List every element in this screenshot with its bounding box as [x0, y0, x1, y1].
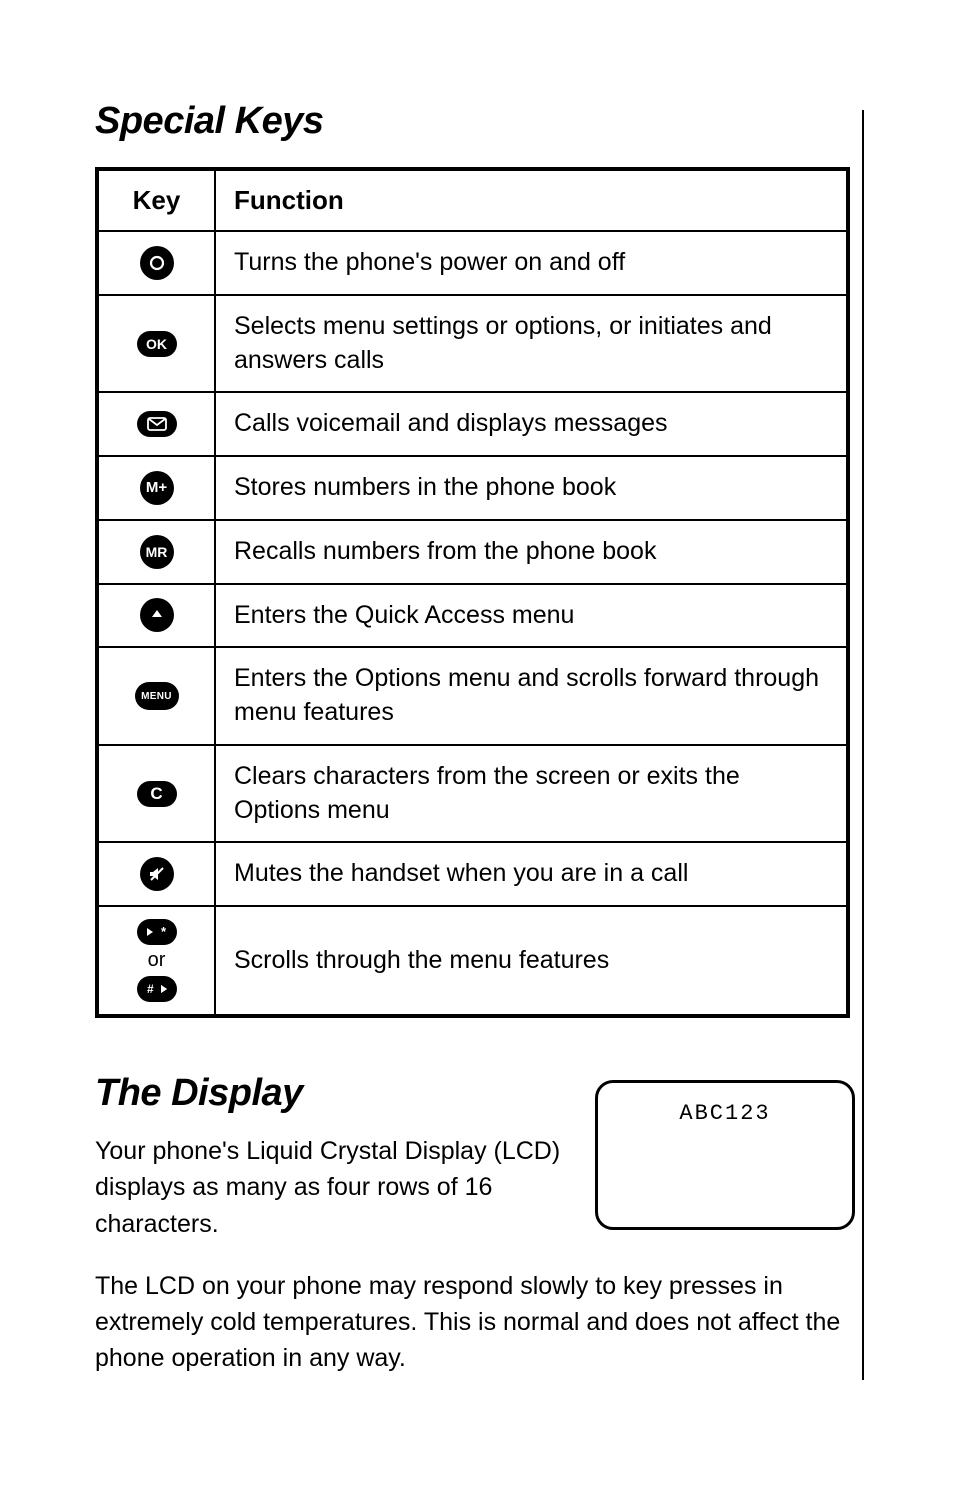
m-plus-icon: M+ [140, 471, 174, 505]
table-row: MR Recalls numbers from the phone book [97, 520, 848, 584]
table-header-row: Key Function [97, 169, 848, 231]
c-icon: C [137, 781, 177, 807]
func-cell: Recalls numbers from the phone book [215, 520, 848, 584]
display-cold-note: The LCD on your phone may respond slowly… [95, 1268, 855, 1377]
table-row: Enters the Quick Access menu [97, 584, 848, 648]
menu-icon: MENU [135, 682, 179, 710]
table-row: OK Selects menu settings or options, or … [97, 295, 848, 393]
key-cell: M+ [97, 456, 215, 520]
func-cell: Selects menu settings or options, or ini… [215, 295, 848, 393]
heading-special-keys: Special Keys [95, 100, 859, 143]
key-cell: MR [97, 520, 215, 584]
table-row: Turns the phone's power on and off [97, 231, 848, 295]
func-cell: Turns the phone's power on and off [215, 231, 848, 295]
power-icon [140, 246, 174, 280]
mute-icon [140, 857, 174, 891]
func-cell: Mutes the handset when you are in a call [215, 842, 848, 906]
func-cell: Clears characters from the screen or exi… [215, 745, 848, 843]
mr-icon: MR [140, 535, 174, 569]
heading-the-display: The Display [95, 1072, 565, 1115]
key-cell: OK [97, 295, 215, 393]
svg-text:#: # [147, 982, 154, 996]
func-cell: Enters the Options menu and scrolls forw… [215, 647, 848, 745]
key-cell: * or # [97, 906, 215, 1016]
page: Special Keys Key Function Turns the phon… [0, 0, 954, 1493]
th-key: Key [97, 169, 215, 231]
right-margin-rule [862, 110, 864, 1380]
svg-text:*: * [161, 925, 167, 939]
table-row: * or # Scrolls through the menu features [97, 906, 848, 1016]
key-cell [97, 231, 215, 295]
scroll-keys-stack: * or # [137, 919, 177, 1002]
key-cell [97, 392, 215, 456]
display-intro-text: Your phone's Liquid Crystal Display (LCD… [95, 1133, 565, 1242]
func-cell: Scrolls through the menu features [215, 906, 848, 1016]
ok-icon: OK [137, 331, 177, 357]
or-label: or [148, 949, 166, 972]
func-cell: Enters the Quick Access menu [215, 584, 848, 648]
table-row: MENU Enters the Options menu and scrolls… [97, 647, 848, 745]
display-section: The Display Your phone's Liquid Crystal … [95, 1072, 855, 1242]
table-row: M+ Stores numbers in the phone book [97, 456, 848, 520]
hash-right-icon: # [137, 976, 177, 1002]
lcd-box: ABC123 [595, 1080, 855, 1230]
left-star-icon: * [137, 919, 177, 945]
func-cell: Stores numbers in the phone book [215, 456, 848, 520]
th-function: Function [215, 169, 848, 231]
key-cell [97, 584, 215, 648]
key-cell [97, 842, 215, 906]
table-row: C Clears characters from the screen or e… [97, 745, 848, 843]
key-cell: MENU [97, 647, 215, 745]
up-arrow-icon [140, 598, 174, 632]
lcd-sample-text: ABC123 [679, 1101, 770, 1126]
func-cell: Calls voicemail and displays messages [215, 392, 848, 456]
special-keys-table: Key Function Turns the phone's power on … [95, 167, 850, 1018]
key-cell: C [97, 745, 215, 843]
table-row: Calls voicemail and displays messages [97, 392, 848, 456]
mail-icon [137, 411, 177, 437]
table-row: Mutes the handset when you are in a call [97, 842, 848, 906]
display-left: The Display Your phone's Liquid Crystal … [95, 1072, 565, 1242]
